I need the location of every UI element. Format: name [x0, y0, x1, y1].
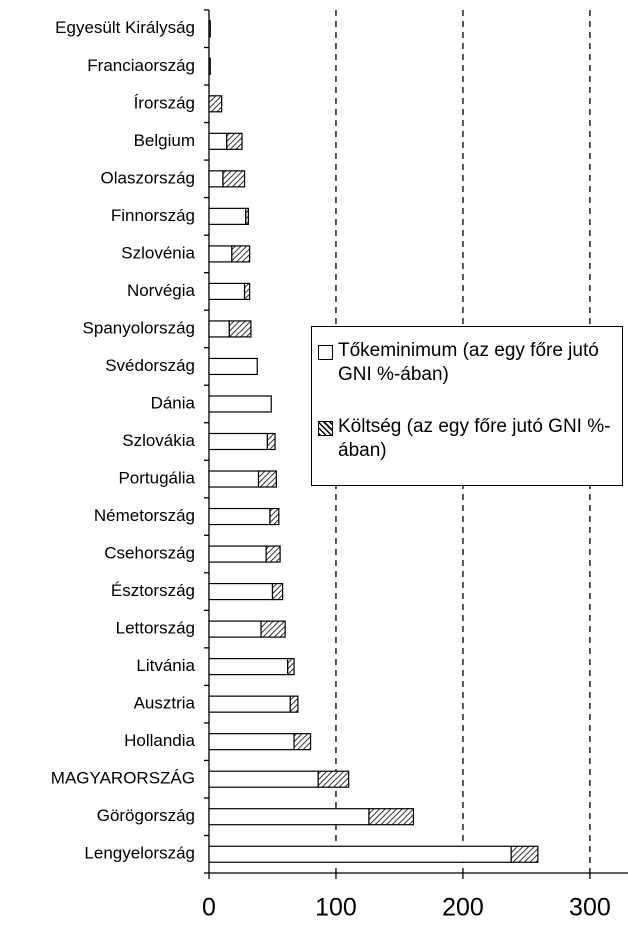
- y-tick-label: Csehország: [104, 544, 195, 563]
- y-tick-label: Spanyolország: [83, 318, 195, 337]
- y-tick-label: Franciaország: [87, 56, 195, 75]
- bar-segment: [265, 545, 281, 563]
- bar-segment: [208, 582, 274, 601]
- y-tick-label: Dánia: [151, 393, 196, 412]
- y-tick-label: Svédország: [105, 356, 195, 375]
- bar-segment: [208, 695, 291, 713]
- y-tick-label: Hollandia: [124, 731, 195, 750]
- y-tick-label: Görögország: [97, 806, 195, 825]
- x-tick-label: 300: [569, 894, 611, 922]
- bar-segment: [222, 170, 246, 188]
- legend-entry: Tőkeminimum (az egy főre jutó GNI %-ában…: [318, 339, 618, 387]
- bar-segment: [208, 620, 262, 638]
- bar-segment: [289, 695, 299, 713]
- y-tick-label: Olaszország: [101, 168, 195, 187]
- y-tick-label: Lettország: [116, 619, 195, 638]
- legend-swatch: [318, 345, 333, 360]
- legend: Tőkeminimum (az egy főre jutó GNI %-ában…: [311, 326, 623, 486]
- bar-segment: [208, 770, 319, 788]
- y-tick-label: Észtország: [111, 581, 195, 600]
- bar-segment: [293, 733, 312, 751]
- bar-segment: [257, 470, 277, 488]
- bar-segment: [208, 808, 370, 826]
- y-tick-label: Belgium: [134, 131, 195, 150]
- bar-segment: [226, 132, 243, 150]
- y-tick-label: MAGYARORSZÁG: [51, 769, 195, 788]
- bar-segment: [208, 470, 260, 488]
- bar-segment: [208, 282, 246, 301]
- bar-segment: [317, 770, 350, 788]
- bar-segment: [228, 320, 252, 338]
- bar-segment: [243, 282, 251, 301]
- bar-segment: [208, 132, 228, 150]
- y-tick-label: Ausztria: [134, 694, 196, 713]
- legend-label: Tőkeminimum (az egy főre jutó GNI %-ában…: [338, 340, 599, 385]
- y-tick-label: Szlovákia: [122, 431, 195, 450]
- bar-segment: [208, 320, 230, 338]
- legend-label: Költség (az egy főre jutó GNI %-ában): [338, 416, 611, 461]
- bar-segment: [208, 245, 233, 263]
- bar-segment: [208, 207, 247, 225]
- y-tick-label: Németország: [94, 506, 195, 525]
- y-tick-label: Portugália: [118, 469, 195, 488]
- bar-segment: [208, 170, 224, 188]
- bar-segment: [208, 57, 211, 75]
- x-tick-label: 0: [202, 894, 216, 922]
- y-tick-label: Norvégia: [127, 281, 196, 300]
- bar-segment: [245, 207, 249, 225]
- y-tick-label: Szlovénia: [121, 243, 195, 262]
- bar-segment: [208, 357, 258, 376]
- bar-segment: [208, 545, 267, 563]
- y-tick-label: Lengyelország: [84, 844, 195, 863]
- bar-segment: [208, 432, 269, 451]
- bar-segment: [208, 658, 289, 676]
- bar-segment: [368, 808, 415, 826]
- bar-segment: [208, 845, 512, 863]
- legend-swatch: [318, 421, 333, 436]
- y-tick-label: Finnország: [111, 206, 195, 225]
- legend-entry: Költség (az egy főre jutó GNI %-ában): [318, 415, 618, 463]
- bar-segment: [208, 507, 271, 526]
- y-tick-label: Litvánia: [136, 656, 195, 675]
- bar-segment: [208, 20, 211, 38]
- bar-segment: [269, 507, 280, 526]
- bar-segment: [271, 582, 284, 601]
- bar-segment: [287, 658, 295, 676]
- x-tick-label: 200: [442, 894, 484, 922]
- y-tick-label: Írország: [134, 93, 195, 112]
- bar-segment: [208, 395, 272, 413]
- bar-segment: [231, 245, 251, 263]
- bar-segment: [266, 432, 276, 451]
- bar-segment: [208, 95, 223, 113]
- y-tick-label: Egyesült Királyság: [55, 18, 195, 37]
- x-tick-label: 100: [315, 894, 357, 922]
- bar-segment: [510, 845, 539, 863]
- bar-segment: [260, 620, 286, 638]
- bar-segment: [208, 733, 295, 751]
